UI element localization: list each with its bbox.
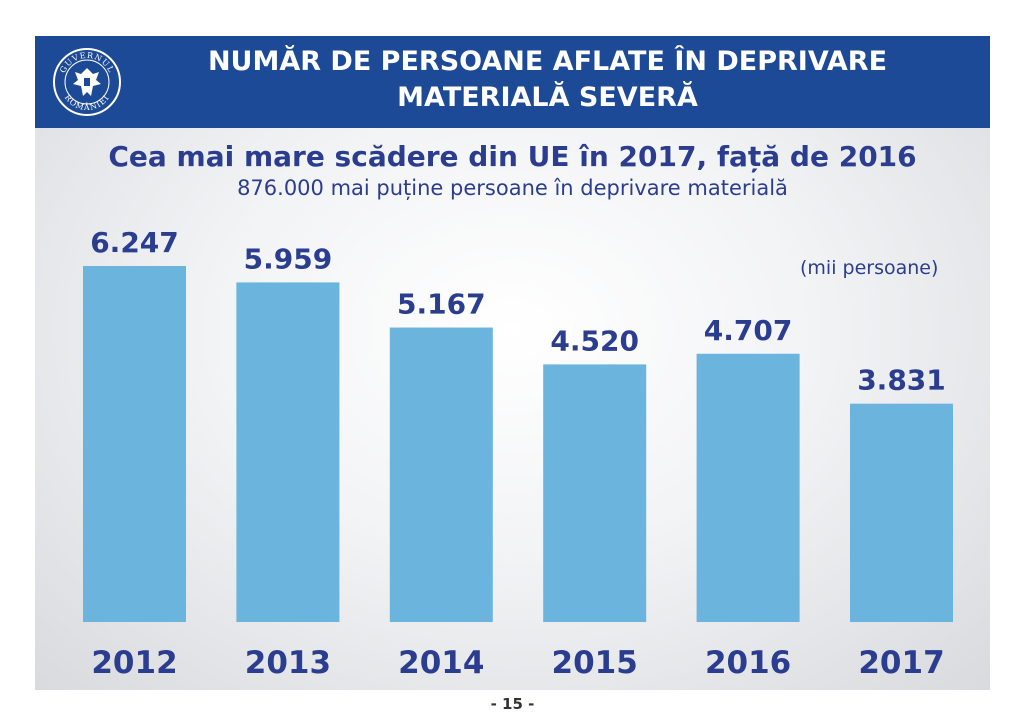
bar-2015 [543,364,647,622]
data-label-2012: 6.247 [90,226,179,259]
data-label-2013: 5.959 [244,242,333,275]
chart-panel [35,36,990,690]
data-label-2014: 5.167 [397,288,486,321]
title-line-1: NUMĂR DE PERSOANE AFLATE ÎN DEPRIVARE [207,46,888,77]
data-label-2015: 4.520 [550,324,639,357]
category-label-2013: 2013 [245,645,331,681]
chart-subtitle-secondary: 876.000 mai puține persoane în deprivare… [237,176,788,200]
category-label-2012: 2012 [91,645,177,681]
title-line-2: MATERIALĂ SEVERĂ [397,82,698,113]
bar-2014 [389,327,493,622]
category-label-2017: 2017 [858,645,944,681]
category-label-2014: 2014 [398,645,484,681]
government-seal-icon: GUVERNUL ROMÂNIEI [53,48,121,116]
header-bar: GUVERNUL ROMÂNIEI NUMĂR DE PERSOANE AFLA… [35,36,990,128]
page-number: - 15 - [490,695,535,713]
category-label-2015: 2015 [552,645,638,681]
category-label-2016: 2016 [705,645,791,681]
data-label-2017: 3.831 [857,364,946,397]
bar-2013 [236,282,340,622]
chart-subtitle: Cea mai mare scădere din UE în 2017, faț… [108,140,917,173]
bar-2012 [83,266,186,622]
unit-label: (mii persoane) [800,257,939,279]
bar-2017 [850,403,953,622]
page-title: NUMĂR DE PERSOANE AFLATE ÎN DEPRIVARE MA… [135,44,960,116]
bar-2016 [696,353,800,622]
data-label-2016: 4.707 [704,314,793,347]
